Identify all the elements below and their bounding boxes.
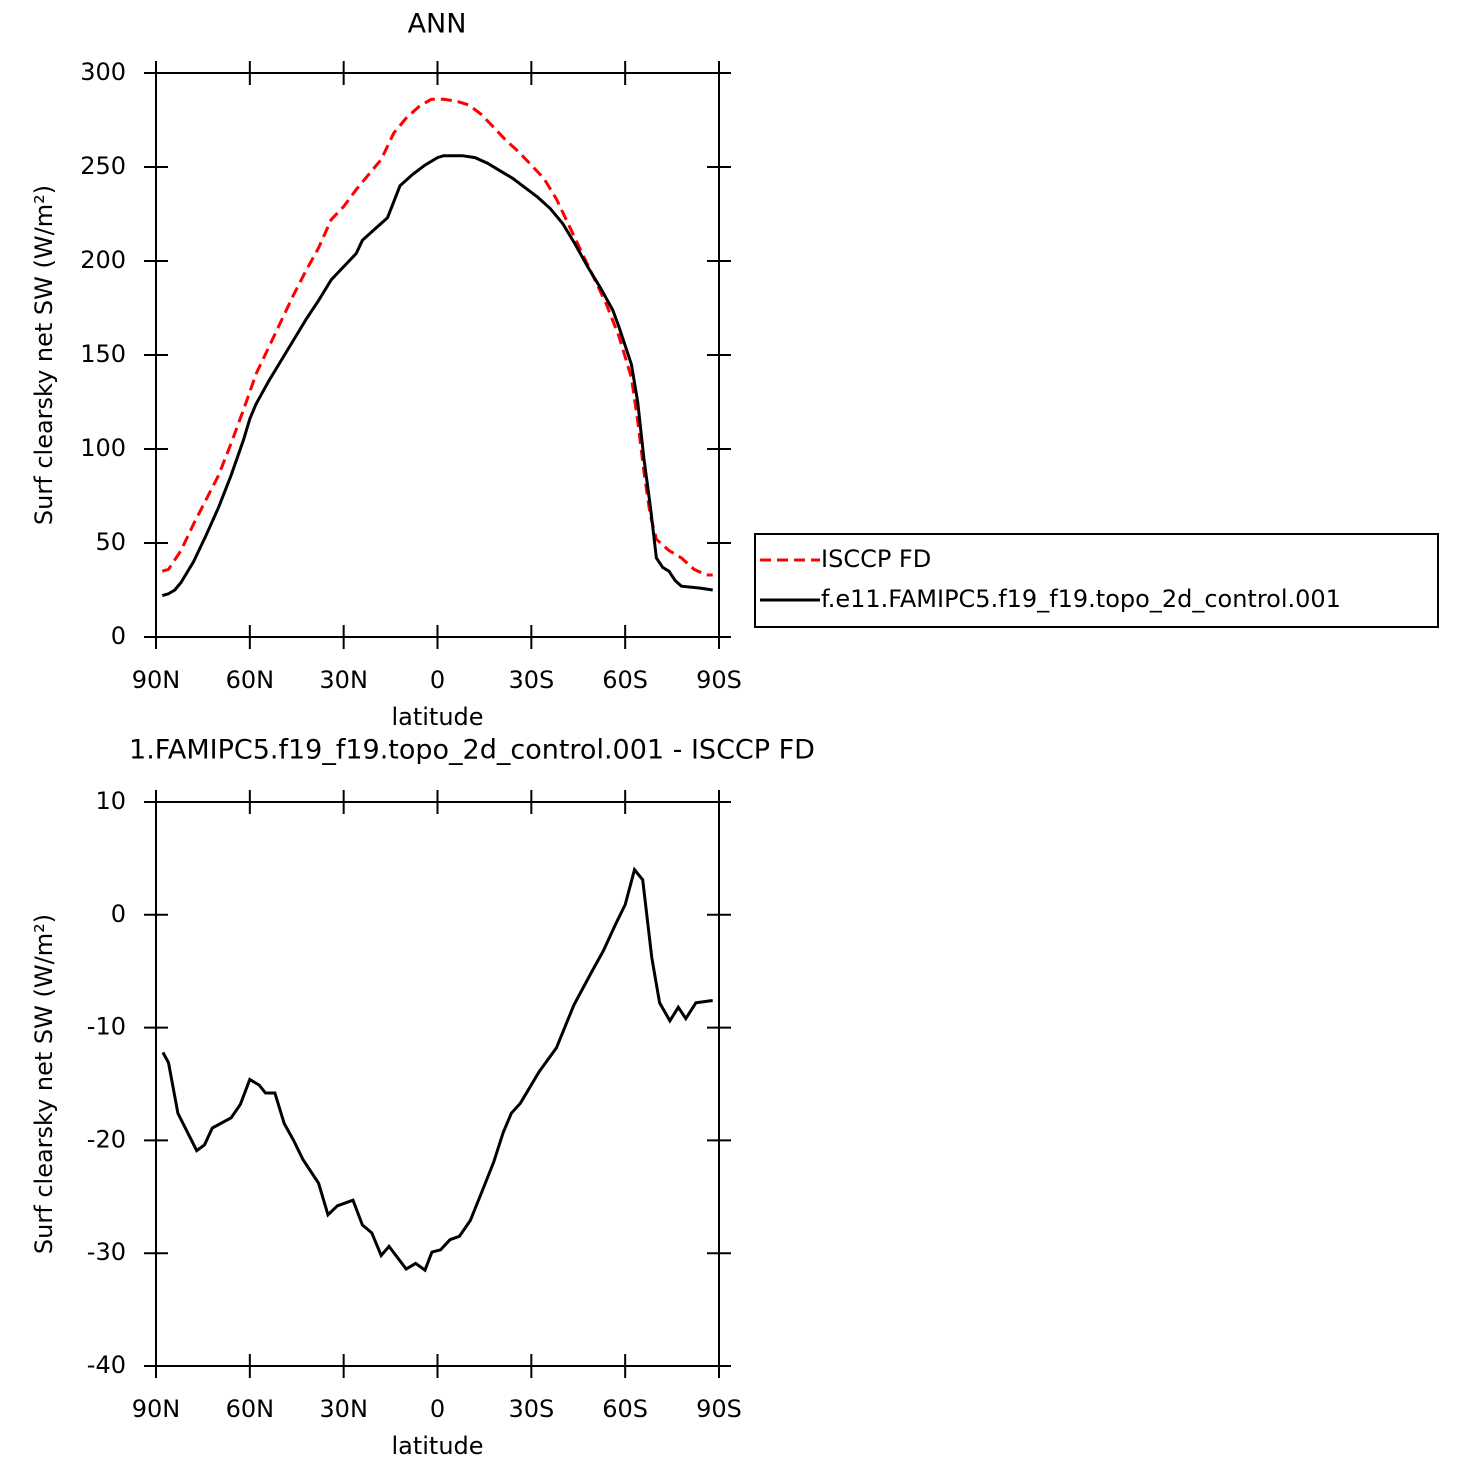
x-tick-label: 90N bbox=[132, 666, 181, 694]
y-axis-label: Surf clearsky net SW (W/m²) bbox=[30, 185, 58, 525]
y-tick-label: -30 bbox=[87, 1238, 126, 1266]
series-line bbox=[161, 866, 713, 1273]
y-tick-label: 200 bbox=[80, 246, 126, 274]
legend-box bbox=[754, 533, 1439, 628]
y-tick-label: 0 bbox=[111, 900, 126, 928]
chart-title: 1.FAMIPC5.f19_f19.topo_2d_control.001 - … bbox=[129, 735, 815, 766]
x-tick-label: 30S bbox=[508, 1395, 554, 1423]
y-tick-label: 0 bbox=[111, 622, 126, 650]
series-line bbox=[161, 154, 713, 598]
x-tick-label: 30N bbox=[319, 1395, 368, 1423]
y-tick-label: 150 bbox=[80, 340, 126, 368]
y-tick-label: 100 bbox=[80, 434, 126, 462]
x-tick-label: 0 bbox=[430, 1395, 445, 1423]
y-tick-label: 300 bbox=[80, 58, 126, 86]
x-tick-label: 30N bbox=[319, 666, 368, 694]
y-tick-label: 10 bbox=[95, 787, 126, 815]
x-tick-label: 60S bbox=[602, 1395, 648, 1423]
y-tick-label: -40 bbox=[87, 1351, 126, 1379]
plot-frame bbox=[155, 801, 720, 1367]
x-tick-label: 90S bbox=[696, 1395, 742, 1423]
x-tick-label: 60S bbox=[602, 666, 648, 694]
y-tick-label: 250 bbox=[80, 152, 126, 180]
x-tick-label: 60N bbox=[226, 1395, 275, 1423]
y-tick-label: 50 bbox=[95, 528, 126, 556]
x-tick-label: 60N bbox=[226, 666, 275, 694]
series-line bbox=[161, 97, 713, 577]
x-tick-label: 30S bbox=[508, 666, 554, 694]
legend-label: ISCCP FD bbox=[821, 545, 931, 573]
y-axis-label: Surf clearsky net SW (W/m²) bbox=[30, 914, 58, 1254]
y-tick-label: -10 bbox=[87, 1013, 126, 1041]
y-tick-label: -20 bbox=[87, 1125, 126, 1153]
legend-label: f.e11.FAMIPC5.f19_f19.topo_2d_control.00… bbox=[821, 585, 1341, 613]
x-axis-label: latitude bbox=[391, 703, 483, 731]
x-axis-label: latitude bbox=[391, 1432, 483, 1460]
x-tick-label: 90N bbox=[132, 1395, 181, 1423]
chart-title: ANN bbox=[408, 9, 467, 40]
x-tick-label: 0 bbox=[430, 666, 445, 694]
x-tick-label: 90S bbox=[696, 666, 742, 694]
